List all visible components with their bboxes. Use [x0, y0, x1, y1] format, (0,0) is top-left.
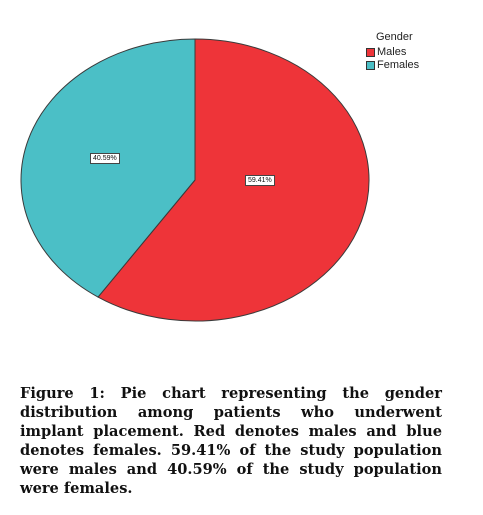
- caption-text: Pie chart representing the gender distri…: [20, 385, 442, 497]
- legend-item-females: Females: [366, 59, 419, 71]
- legend-swatch-males: [366, 47, 375, 57]
- figure-caption: Figure 1: Pie chart representing the gen…: [20, 384, 442, 498]
- caption-label: Figure 1:: [20, 385, 105, 402]
- slice-label-males: 59.41%: [245, 175, 275, 186]
- legend-title: Gender: [376, 31, 413, 43]
- legend-item-males: Males: [366, 46, 406, 58]
- legend-label-females: Females: [377, 59, 420, 71]
- legend-label-males: Males: [377, 46, 407, 58]
- slice-label-females: 40.59%: [90, 153, 120, 164]
- pie-slice-males: [97, 38, 370, 322]
- pie-chart: [20, 38, 370, 322]
- legend-swatch-females: [366, 60, 375, 70]
- pie-slice-females: [20, 38, 196, 298]
